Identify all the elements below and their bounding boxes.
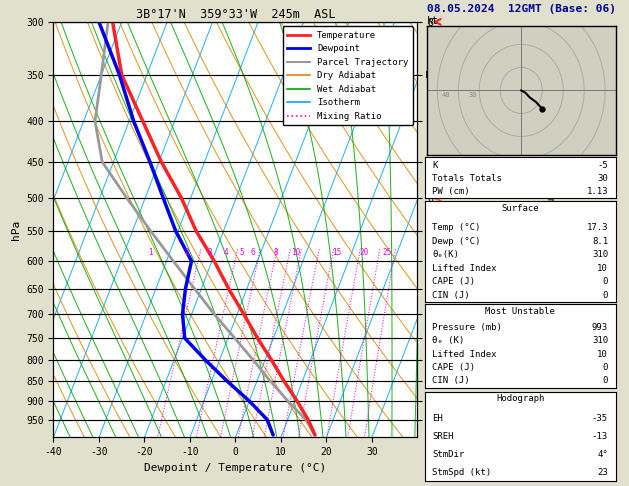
Text: 08.05.2024  12GMT (Base: 06): 08.05.2024 12GMT (Base: 06) (426, 3, 616, 14)
Text: Mixing Ratio (g/kg): Mixing Ratio (g/kg) (545, 174, 555, 285)
Text: 25: 25 (382, 248, 392, 257)
Y-axis label: km
ASL: km ASL (443, 230, 461, 251)
Text: 5: 5 (239, 248, 244, 257)
Y-axis label: hPa: hPa (11, 220, 21, 240)
Text: 2: 2 (185, 248, 189, 257)
Text: LCL: LCL (425, 71, 441, 81)
Legend: Temperature, Dewpoint, Parcel Trajectory, Dry Adiabat, Wet Adiabat, Isotherm, Mi: Temperature, Dewpoint, Parcel Trajectory… (282, 26, 413, 125)
Text: 1: 1 (148, 248, 153, 257)
Text: 20: 20 (360, 248, 369, 257)
X-axis label: Dewpoint / Temperature (°C): Dewpoint / Temperature (°C) (144, 463, 326, 473)
Text: 6: 6 (250, 248, 255, 257)
Text: 15: 15 (332, 248, 342, 257)
Text: © weatheronline.co.uk: © weatheronline.co.uk (465, 475, 577, 484)
Text: 4: 4 (223, 248, 228, 257)
Title: 3B°17'N  359°33'W  245m  ASL: 3B°17'N 359°33'W 245m ASL (136, 8, 335, 21)
Text: 8: 8 (274, 248, 278, 257)
Text: 3: 3 (208, 248, 212, 257)
Text: 10: 10 (291, 248, 301, 257)
